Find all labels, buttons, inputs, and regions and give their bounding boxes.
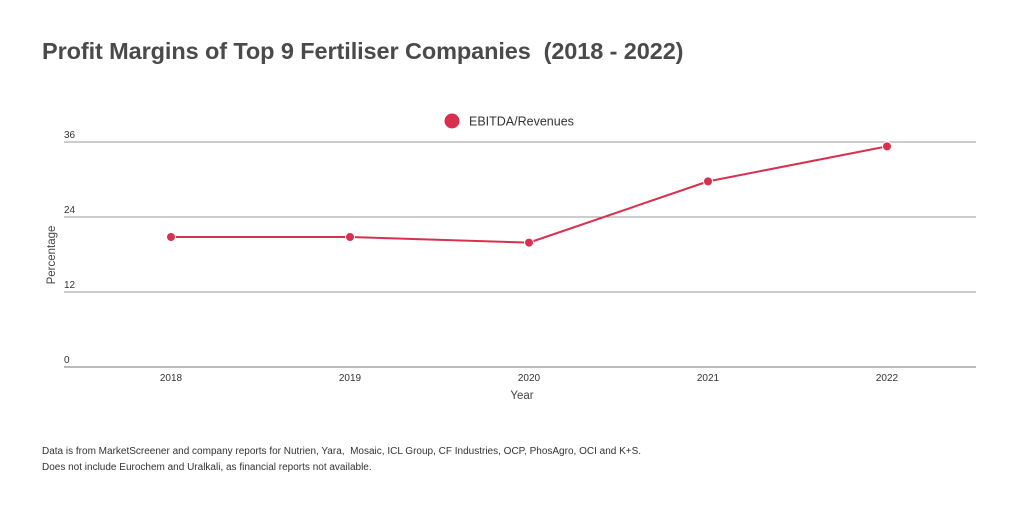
data-point-2018 [166, 232, 176, 242]
legend-label: EBITDA/Revenues [469, 115, 574, 129]
y-tick-labels: 0 12 24 36 [64, 130, 76, 366]
x-tick-label: 2022 [876, 373, 899, 384]
data-point-2020 [524, 237, 534, 248]
legend: EBITDA/Revenues [444, 113, 574, 129]
footnote: Data is from MarketScreener and company … [42, 444, 641, 475]
x-tick-label: 2018 [160, 373, 183, 384]
y-tick-label: 36 [64, 130, 76, 141]
x-tick-label: 2021 [697, 373, 720, 384]
x-axis-title: Year [510, 390, 533, 402]
data-point-2021 [703, 176, 713, 187]
footnote-line-2: Does not include Eurochem and Uralkali, … [42, 461, 372, 473]
y-tick-label: 24 [64, 205, 76, 216]
chart-title: Profit Margins of Top 9 Fertiliser Compa… [42, 38, 684, 64]
series-line [171, 145, 888, 244]
y-tick-label: 0 [64, 355, 70, 366]
grid-lines [64, 141, 976, 368]
legend-marker [444, 113, 460, 129]
y-tick-label: 12 [64, 280, 76, 291]
x-tick-labels: 2018 2019 2020 2021 2022 [160, 373, 899, 384]
data-point-2019 [345, 232, 355, 242]
y-axis-title: Percentage [46, 226, 58, 285]
data-point-2022 [882, 141, 892, 152]
footnote-line-1: Data is from MarketScreener and company … [42, 446, 642, 457]
series-layer [166, 141, 892, 248]
x-tick-label: 2019 [339, 373, 362, 384]
x-tick-label: 2020 [518, 373, 541, 384]
